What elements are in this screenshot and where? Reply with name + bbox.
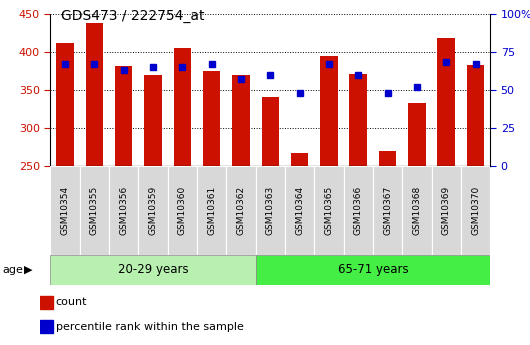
Text: GSM10368: GSM10368	[412, 186, 421, 235]
Text: GSM10359: GSM10359	[148, 186, 157, 235]
Bar	[50, 255, 255, 285]
Bar	[109, 166, 138, 255]
Bar	[115, 66, 132, 166]
Bar	[80, 166, 109, 255]
Bar	[40, 320, 53, 333]
Text: GSM10367: GSM10367	[383, 186, 392, 235]
Bar	[467, 65, 484, 166]
Bar	[320, 56, 338, 166]
Bar	[408, 104, 426, 166]
Text: count: count	[56, 297, 87, 307]
Text: GSM10364: GSM10364	[295, 186, 304, 235]
Bar	[402, 166, 431, 255]
Text: GSM10356: GSM10356	[119, 186, 128, 235]
Text: GDS473 / 222754_at: GDS473 / 222754_at	[61, 9, 205, 23]
Bar	[261, 97, 279, 166]
Text: GSM10362: GSM10362	[236, 186, 245, 235]
Text: GSM10366: GSM10366	[354, 186, 363, 235]
Bar	[40, 296, 53, 309]
Text: 20-29 years: 20-29 years	[118, 264, 188, 276]
Bar	[56, 43, 74, 166]
Bar	[173, 48, 191, 166]
Bar	[138, 166, 167, 255]
Bar	[85, 23, 103, 166]
Bar	[373, 166, 402, 255]
Bar	[255, 255, 490, 285]
Text: 65-71 years: 65-71 years	[338, 264, 408, 276]
Text: GSM10354: GSM10354	[60, 186, 69, 235]
Bar	[343, 166, 373, 255]
Bar	[50, 166, 80, 255]
Bar	[197, 166, 226, 255]
Bar	[232, 75, 250, 166]
Text: ▶: ▶	[24, 265, 32, 275]
Text: GSM10363: GSM10363	[266, 186, 275, 235]
Bar	[226, 166, 255, 255]
Bar	[437, 38, 455, 166]
Text: GSM10369: GSM10369	[442, 186, 450, 235]
Text: GSM10355: GSM10355	[90, 186, 99, 235]
Bar	[431, 166, 461, 255]
Bar	[379, 151, 396, 166]
Bar	[144, 75, 162, 166]
Text: GSM10370: GSM10370	[471, 186, 480, 235]
Bar	[461, 166, 490, 255]
Bar	[203, 71, 220, 166]
Text: age: age	[3, 265, 23, 275]
Text: GSM10361: GSM10361	[207, 186, 216, 235]
Bar	[349, 74, 367, 166]
Text: percentile rank within the sample: percentile rank within the sample	[56, 322, 243, 332]
Bar	[291, 153, 308, 166]
Text: GSM10360: GSM10360	[178, 186, 187, 235]
Bar	[167, 166, 197, 255]
Text: GSM10365: GSM10365	[324, 186, 333, 235]
Bar	[314, 166, 343, 255]
Bar	[285, 166, 314, 255]
Bar	[255, 166, 285, 255]
